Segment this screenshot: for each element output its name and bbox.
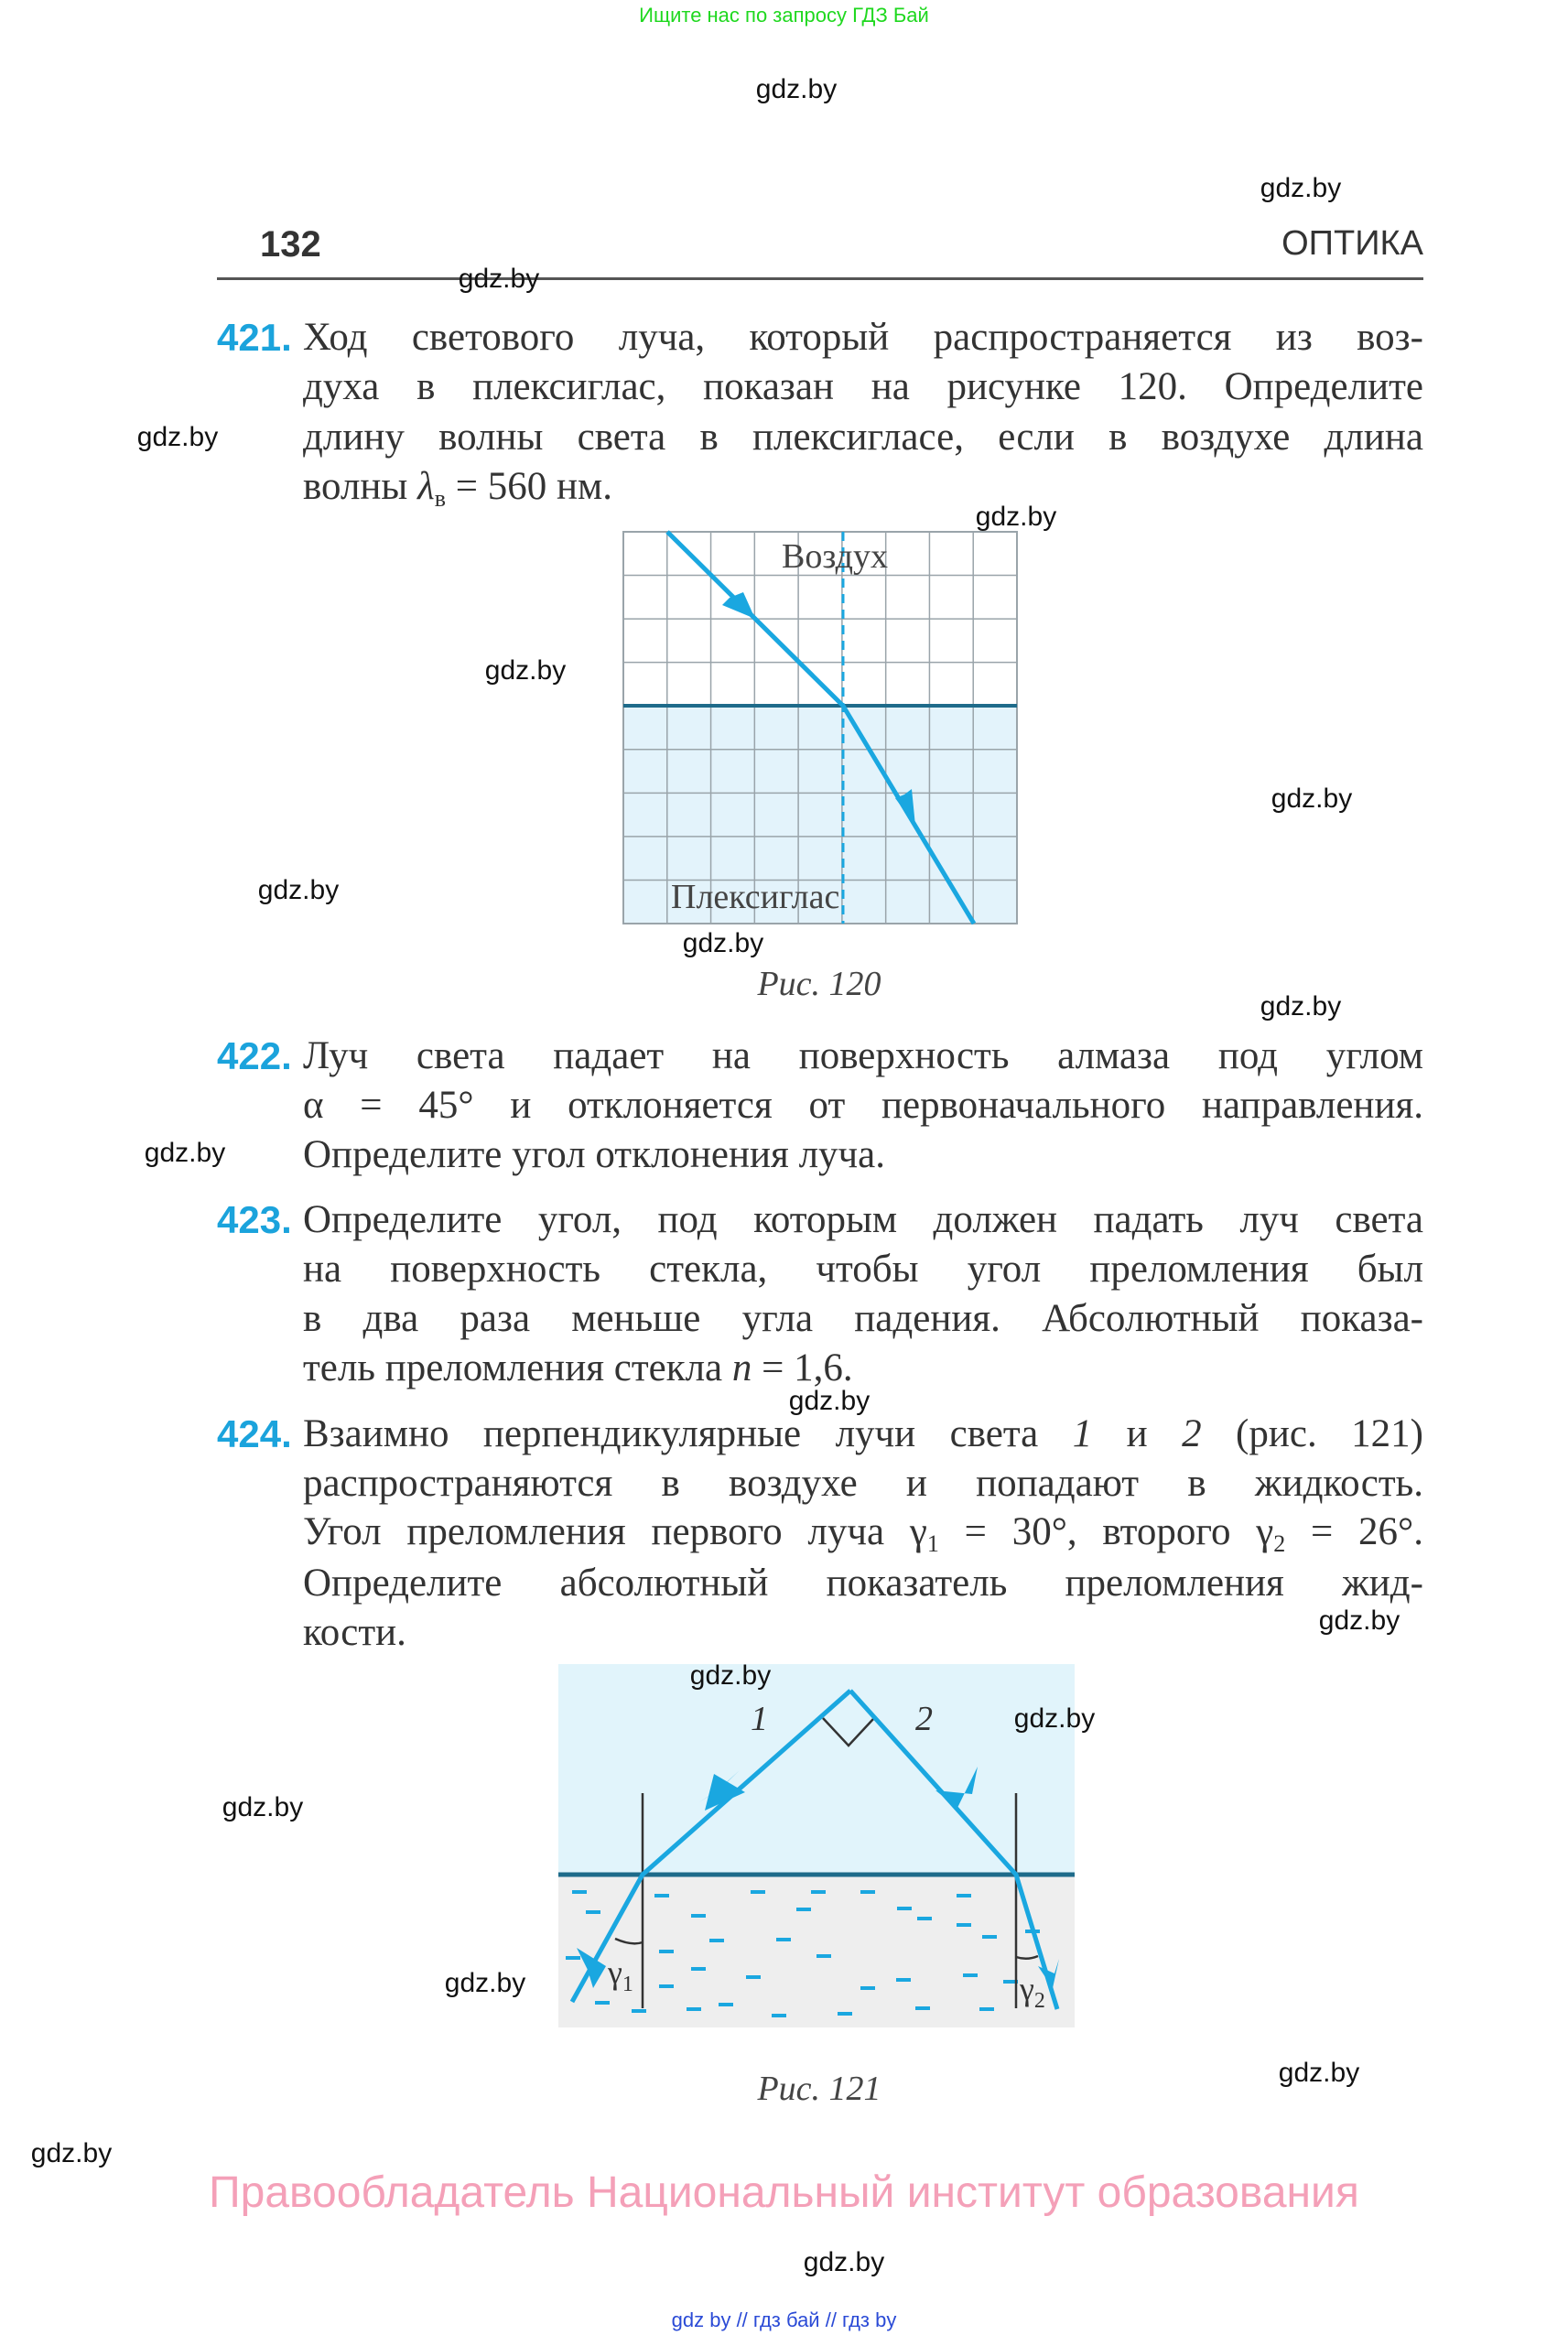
watermark: gdz.by <box>484 655 567 686</box>
watermark: gdz.by <box>257 875 340 905</box>
problem-text-line: кости. <box>303 1611 406 1654</box>
copyright-notice: Правообладатель Национальный институт об… <box>209 2168 1359 2217</box>
gamma2-label: γ2 <box>1020 1971 1045 2014</box>
ray-1-refracted-arrowhead <box>577 1948 606 1988</box>
page-number: 132 <box>260 224 321 265</box>
ray-arrow-incident <box>722 592 755 619</box>
watermark: gdz.by <box>1271 784 1353 814</box>
ray-arrow-refracted <box>895 789 915 826</box>
problem-text-line: в два раза меньше угла падения. Абсолютн… <box>303 1297 1423 1340</box>
angle-arc-gamma2 <box>1015 1954 1039 1960</box>
watermark: gdz.by <box>1013 1703 1096 1734</box>
ray-1-arrow <box>699 1770 740 1802</box>
label-air: Воздух <box>782 537 889 576</box>
figure-120-caption: Рис. 120 <box>757 965 881 1003</box>
problem-text-line: Определите абсолютный показатель преломл… <box>303 1562 1423 1605</box>
light-ray <box>665 530 977 925</box>
problem-text-line: α = 45° и отклоняется от первоначального… <box>303 1084 1423 1127</box>
watermark: gdz.by <box>1260 991 1342 1022</box>
air-region <box>558 1664 1075 1875</box>
problem-text-line: тель преломления стекла n = 1,6. <box>303 1346 853 1389</box>
problem-text-line: Луч света падает на поверхность алмаза п… <box>303 1034 1423 1077</box>
problem-text-line: волны λв = 560 нм. <box>303 465 612 512</box>
problem-number: 421. <box>217 316 292 359</box>
watermark: gdz.by <box>975 502 1057 532</box>
figure-121-caption: Рис. 121 <box>757 2070 881 2108</box>
label-plexiglass: Плексиглас <box>671 878 840 916</box>
watermark: gdz.by <box>1318 1605 1400 1636</box>
watermark: gdz.by <box>136 422 219 452</box>
section-title: ОПТИКА <box>1281 224 1423 263</box>
watermark: gdz.by <box>222 1792 304 1822</box>
problem-text-line: духа в плексиглас, показан на рисунке 12… <box>303 365 1423 408</box>
grid-border <box>622 531 1018 924</box>
watermark: gdz.by <box>458 264 540 294</box>
watermark: gdz.by <box>1260 173 1342 203</box>
problem-text-line: распространяются в воздухе и попадают в … <box>303 1462 1423 1505</box>
gamma1-label: γ1 <box>608 1954 633 1997</box>
liquid-dashes <box>566 1890 1040 2017</box>
watermark: gdz.by <box>689 1660 772 1691</box>
problem-number: 424. <box>217 1412 292 1455</box>
header-divider <box>217 277 1423 280</box>
liquid-region <box>558 1875 1075 2027</box>
problem-text-line: длину волны света в плексигласе, если в … <box>303 416 1423 459</box>
ray-1-arrowhead <box>705 1774 745 1811</box>
problem-text-line: Ход светового луча, который распространя… <box>303 316 1423 359</box>
angle-arc-gamma1 <box>614 1937 643 1945</box>
problem-text-line: на поверхность стекла, чтобы угол прелом… <box>303 1248 1423 1291</box>
watermark: gdz.by <box>144 1138 226 1168</box>
watermark: gdz.by <box>444 1968 526 1998</box>
ray-2 <box>849 1689 1060 2010</box>
problem-text-line: Угол преломления первого луча γ1 = 30°, … <box>303 1510 1423 1557</box>
footer-links[interactable]: gdz by // гдз бай // гдз by <box>671 2308 897 2331</box>
problem-number: 423. <box>217 1198 292 1241</box>
watermark: gdz.by <box>1278 2058 1360 2088</box>
problem-text-line: Взаимно перпендикулярные лучи света 1 и … <box>303 1412 1423 1455</box>
ray-1-label: 1 <box>751 1700 768 1738</box>
watermark: gdz.by <box>788 1386 871 1416</box>
ray-2-arrowhead <box>935 1767 978 1808</box>
right-angle-mark <box>822 1717 874 1747</box>
ray-2-label: 2 <box>915 1700 933 1738</box>
problem-text-line: Определите угол отклонения луча. <box>303 1133 885 1176</box>
search-hint-banner: Ищите нас по запросу ГДЗ Бай <box>639 4 929 27</box>
watermark: gdz.by <box>755 74 838 104</box>
watermark: gdz.by <box>803 2247 885 2277</box>
grid <box>623 532 1017 924</box>
problem-number: 422. <box>217 1034 292 1077</box>
watermark: gdz.by <box>30 2138 113 2168</box>
problem-text-line: Определите угол, под которым должен пада… <box>303 1198 1423 1241</box>
watermark: gdz.by <box>682 928 764 958</box>
